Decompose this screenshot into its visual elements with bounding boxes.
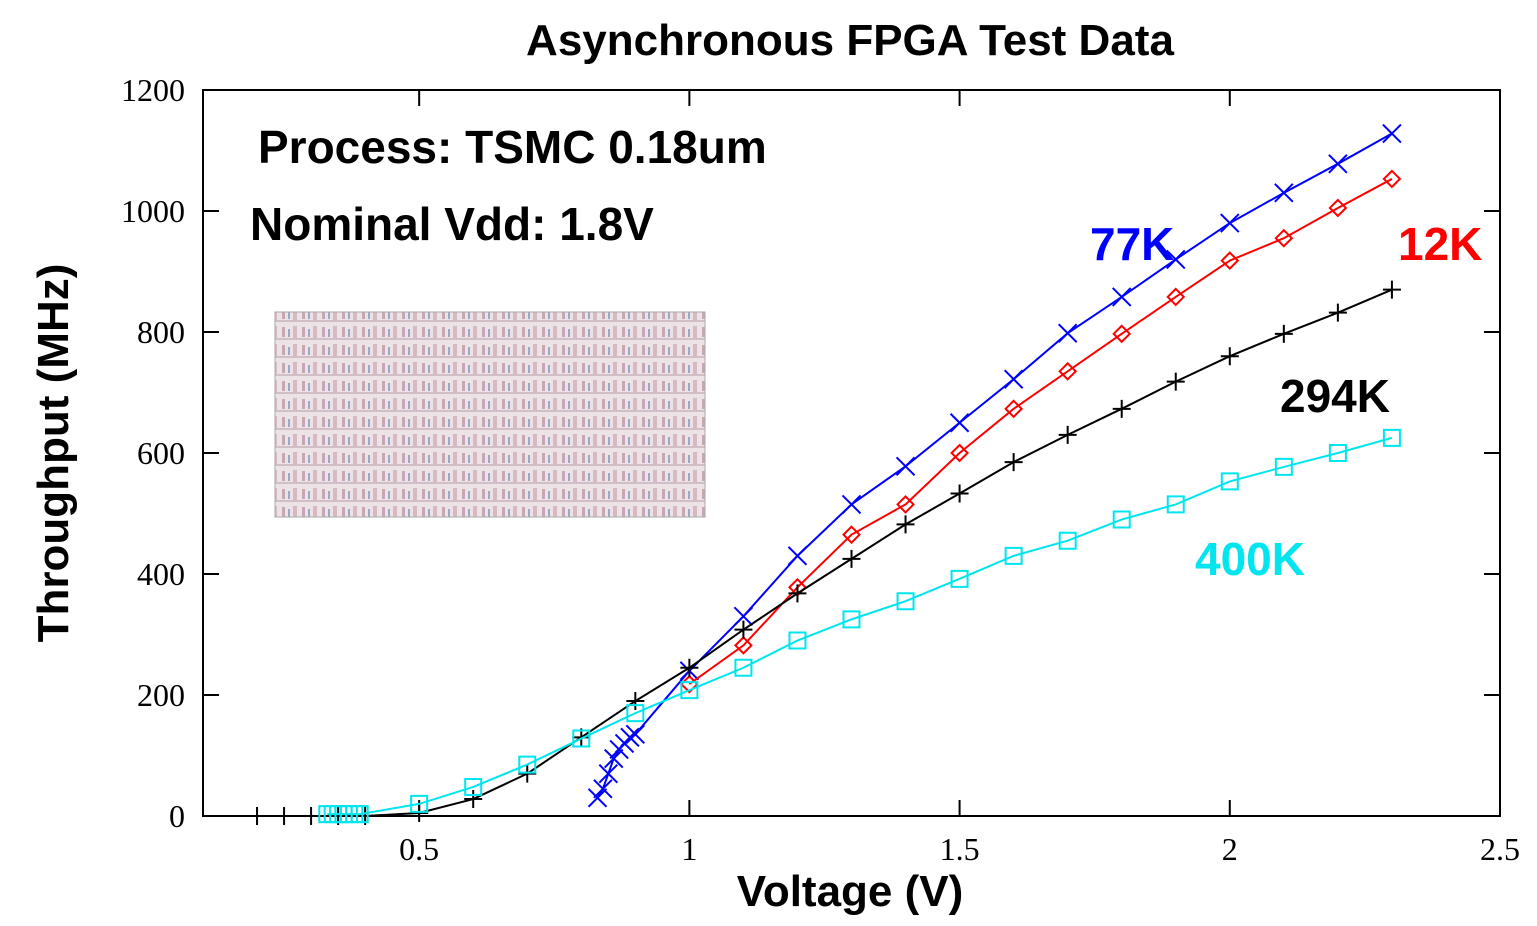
marker — [680, 681, 699, 700]
marker — [896, 495, 915, 514]
x-tick-label: 0.5 — [399, 831, 439, 867]
marker — [350, 805, 369, 824]
marker — [733, 606, 754, 627]
chip-image — [274, 311, 706, 518]
y-tick-label: 1200 — [121, 72, 185, 108]
marker — [248, 807, 267, 825]
marker — [518, 764, 537, 783]
marker — [1220, 472, 1239, 491]
marker — [895, 456, 916, 477]
series-line — [327, 436, 1393, 816]
marker — [1382, 169, 1402, 189]
marker — [1328, 303, 1347, 322]
marker — [275, 807, 294, 825]
marker — [1112, 510, 1131, 529]
marker — [1004, 399, 1024, 419]
x-tick-label: 2.5 — [1480, 831, 1520, 867]
x-axis-label: Voltage (V) — [737, 867, 964, 916]
marker — [1166, 287, 1186, 307]
marker — [587, 788, 608, 808]
marker — [896, 515, 915, 534]
marker — [604, 748, 624, 769]
marker — [950, 443, 969, 463]
marker — [1328, 198, 1348, 218]
y-tick-label: 1000 — [121, 193, 185, 229]
marker — [302, 807, 321, 825]
marker — [620, 727, 640, 748]
marker — [734, 658, 753, 677]
marker — [598, 763, 619, 784]
y-axis-label: Throughput (MHz) — [29, 264, 78, 643]
y-tick-label: 0 — [169, 798, 185, 834]
marker — [593, 779, 613, 799]
marker — [464, 777, 483, 796]
marker — [734, 620, 753, 639]
chart-title: Asynchronous FPGA Test Data — [526, 16, 1174, 65]
marker — [1382, 428, 1401, 447]
marker — [842, 610, 861, 629]
marker — [734, 635, 753, 655]
marker — [841, 494, 862, 515]
marker — [1382, 123, 1402, 144]
marker — [1004, 453, 1023, 472]
marker — [949, 413, 970, 433]
marker — [842, 549, 861, 568]
annotation: Nominal Vdd: 1.8V — [250, 198, 654, 250]
marker — [950, 569, 969, 588]
marker — [788, 584, 807, 603]
marker — [1112, 324, 1132, 344]
x-tick-label: 1.5 — [940, 831, 980, 867]
series-line — [688, 178, 1393, 685]
series-label: 294K — [1280, 370, 1390, 422]
marker — [1166, 249, 1186, 270]
marker — [518, 755, 537, 774]
marker — [1220, 347, 1239, 366]
marker — [1274, 183, 1294, 203]
marker — [842, 525, 861, 545]
marker — [1220, 213, 1240, 233]
series-label: 12K — [1398, 218, 1482, 270]
marker — [1112, 287, 1132, 307]
y-tick-label: 400 — [137, 556, 185, 592]
marker — [1166, 495, 1185, 514]
series-line — [596, 132, 1393, 799]
marker — [410, 794, 429, 813]
marker — [410, 803, 429, 822]
marker — [464, 790, 483, 809]
marker — [1058, 361, 1078, 381]
marker — [1003, 369, 1024, 389]
marker — [1112, 399, 1131, 418]
x-tick-label: 1 — [681, 831, 697, 867]
marker — [950, 484, 969, 503]
marker — [1166, 372, 1185, 391]
marker — [626, 704, 645, 723]
y-tick-label: 600 — [137, 435, 185, 471]
marker — [1328, 154, 1348, 174]
marker — [788, 631, 807, 650]
x-tick-label: 2 — [1222, 831, 1238, 867]
marker — [572, 729, 591, 748]
marker — [626, 692, 645, 711]
marker — [625, 724, 646, 745]
marker — [680, 658, 699, 677]
marker — [1274, 457, 1293, 476]
marker — [787, 546, 808, 566]
marker — [1274, 228, 1294, 248]
series-label: 77K — [1090, 218, 1174, 270]
marker — [1220, 251, 1240, 271]
marker — [896, 592, 915, 611]
marker — [1057, 323, 1078, 343]
marker — [1382, 280, 1401, 299]
y-tick-label: 800 — [137, 314, 185, 350]
annotation: Process: TSMC 0.18um — [258, 121, 767, 173]
marker — [1004, 546, 1023, 565]
series-label: 400K — [1195, 533, 1305, 585]
marker — [1328, 444, 1347, 462]
marker — [1058, 531, 1077, 550]
marker — [1274, 324, 1293, 343]
y-tick-label: 200 — [137, 677, 185, 713]
marker — [1058, 425, 1077, 444]
